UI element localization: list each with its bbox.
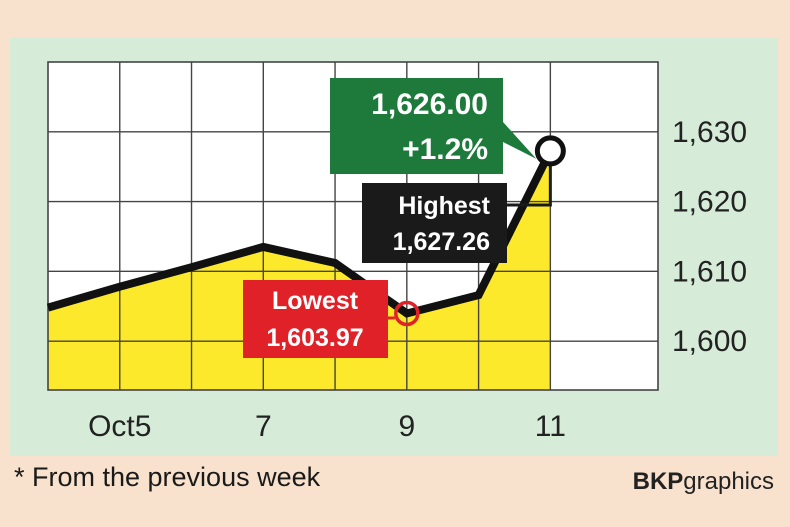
- lowest-value: 1,603.97: [266, 324, 363, 352]
- footnote: * From the previous week: [14, 462, 321, 492]
- x-tick-label: 9: [398, 410, 415, 443]
- y-tick-label: 1,630: [672, 116, 747, 149]
- area-fill: [48, 150, 551, 390]
- lowest-marker: [394, 300, 420, 327]
- lowest-label: Lowest: [272, 287, 359, 315]
- x-tick-label: 7: [255, 410, 272, 443]
- series-line: [46, 149, 554, 318]
- lowest-callout-box: [243, 280, 388, 358]
- plot-frame: [47, 61, 659, 391]
- highest-connector: [500, 150, 552, 207]
- line-chart: 1,600 1,610 1,620 1,630 Oct5 7 9 11 Lowest 1,603.…: [46, 61, 747, 443]
- chart-panel: 1,600 1,610 1,620 1,630 Oct5 7 9 11 Lowest 1,603.…: [10, 38, 778, 456]
- highest-value: 1,627.26: [393, 228, 490, 256]
- close-marker: [534, 135, 566, 167]
- highest-callout-box: [362, 183, 507, 263]
- credit-brand: BKP: [632, 468, 684, 495]
- credit-suffix: graphics: [683, 468, 774, 495]
- x-tick-label: Oct5: [88, 410, 151, 443]
- highest-label: Highest: [398, 192, 490, 220]
- close-change: +1.2%: [402, 133, 488, 166]
- close-value: 1,626.00: [371, 88, 488, 121]
- y-tick-label: 1,610: [672, 255, 747, 288]
- y-tick-label: 1,620: [672, 186, 747, 219]
- x-tick-label: 11: [535, 410, 566, 443]
- y-tick-label: 1,600: [672, 325, 747, 358]
- credit-label: BKPgraphics: [633, 468, 774, 496]
- close-callout-box: [330, 78, 503, 174]
